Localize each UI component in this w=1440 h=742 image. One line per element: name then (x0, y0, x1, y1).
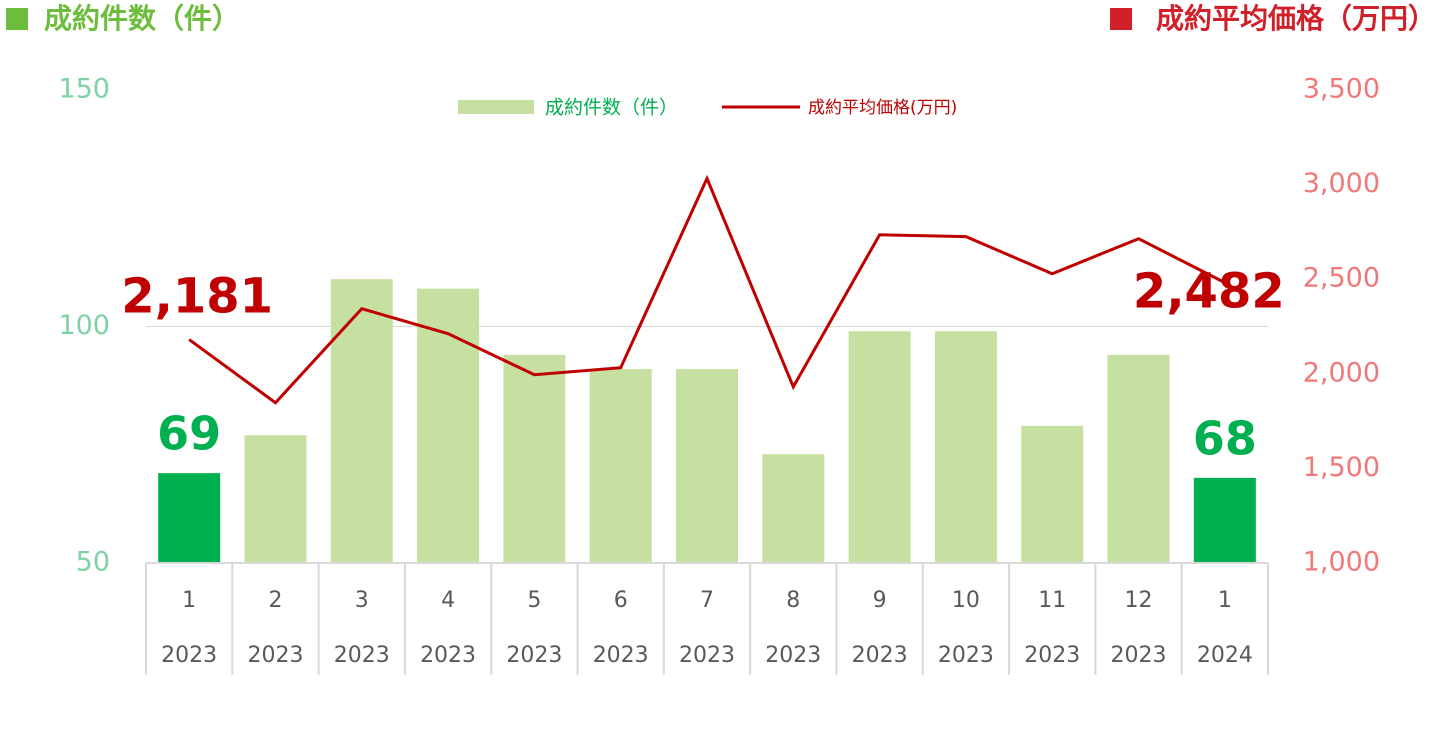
legend-square (1110, 8, 1132, 30)
x-tick-label: 4 (441, 588, 455, 613)
x-year-label: 2023 (679, 643, 735, 668)
x-year-label: 2023 (852, 643, 908, 668)
bar (934, 331, 997, 563)
y2-tick-label: 1,000 (1303, 547, 1380, 578)
x-tick-label: 3 (355, 588, 369, 613)
x-year-label: 2023 (247, 643, 303, 668)
x-tick-label: 6 (614, 588, 628, 613)
data-label: 2,482 (1133, 264, 1285, 320)
x-tick-label: 1 (182, 588, 196, 613)
y2-tick-label: 1,500 (1303, 452, 1380, 483)
legend-square (6, 8, 28, 30)
bar (676, 369, 738, 563)
x-tick-label: 8 (786, 588, 800, 613)
bar (158, 473, 221, 563)
bar (589, 369, 652, 563)
x-year-label: 2023 (1024, 643, 1080, 668)
y-tick-label: 150 (58, 74, 110, 105)
y-axis-title: 成約件数（件） (44, 2, 240, 35)
bar (1193, 477, 1256, 563)
x-year-label: 2023 (938, 643, 994, 668)
x-year-label: 2024 (1197, 643, 1253, 668)
data-label: 2,181 (121, 269, 273, 325)
bar (848, 331, 911, 563)
bar (762, 454, 825, 563)
bar (330, 279, 393, 563)
x-year-label: 2023 (334, 643, 390, 668)
x-year-label: 2023 (593, 643, 649, 668)
bar (1107, 354, 1170, 563)
x-tick-label: 2 (268, 588, 282, 613)
y2-tick-label: 2,500 (1303, 263, 1380, 294)
y-tick-label: 50 (76, 547, 110, 578)
y2-tick-label: 3,500 (1303, 74, 1380, 105)
x-year-label: 2023 (765, 643, 821, 668)
x-year-label: 2023 (1111, 643, 1167, 668)
y2-axis-title: 成約平均価格（万円） (1156, 2, 1436, 35)
bar (503, 354, 566, 563)
x-tick-label: 7 (700, 588, 714, 613)
bar (417, 288, 480, 563)
y-tick-label: 100 (58, 310, 110, 341)
bar (1021, 425, 1084, 563)
data-label: 69 (157, 407, 221, 461)
x-year-label: 2023 (420, 643, 476, 668)
x-tick-label: 5 (527, 588, 541, 613)
legend-swatch (458, 100, 534, 114)
x-tick-label: 12 (1125, 588, 1153, 613)
data-label: 68 (1193, 411, 1257, 465)
y2-tick-label: 2,000 (1303, 357, 1380, 388)
legend-label: 成約件数（件） (545, 97, 678, 119)
legend-label: 成約平均価格(万円) (808, 98, 957, 118)
line (188, 174, 1226, 405)
x-tick-label: 10 (952, 588, 980, 613)
bar (244, 435, 307, 563)
x-tick-label: 9 (873, 588, 887, 613)
y2-tick-label: 3,000 (1303, 168, 1380, 199)
x-tick-label: 11 (1038, 588, 1066, 613)
x-year-label: 2023 (161, 643, 217, 668)
x-tick-label: 1 (1218, 588, 1232, 613)
x-year-label: 2023 (506, 643, 562, 668)
